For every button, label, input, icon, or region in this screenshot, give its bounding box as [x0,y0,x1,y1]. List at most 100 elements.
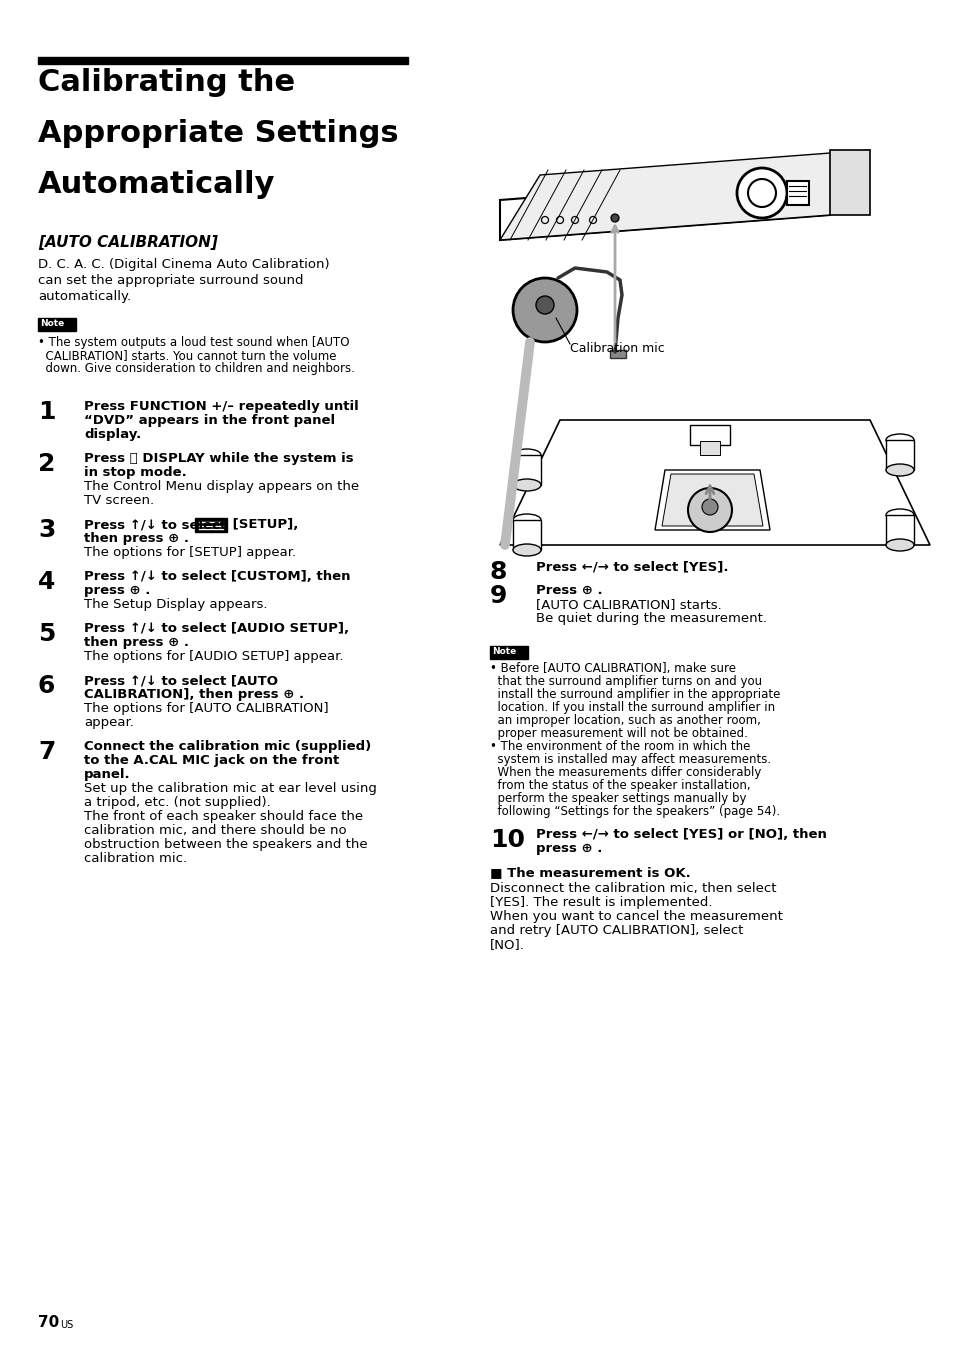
Text: When you want to cancel the measurement: When you want to cancel the measurement [490,910,782,923]
Text: The options for [AUDIO SETUP] appear.: The options for [AUDIO SETUP] appear. [84,650,343,662]
Text: down. Give consideration to children and neighbors.: down. Give consideration to children and… [38,362,355,375]
Text: 1: 1 [38,400,55,425]
Text: install the surround amplifier in the appropriate: install the surround amplifier in the ap… [490,688,780,700]
Ellipse shape [513,544,540,556]
Text: Press ↑/↓ to select [AUDIO SETUP],: Press ↑/↓ to select [AUDIO SETUP], [84,622,349,635]
Text: display.: display. [84,429,141,441]
Ellipse shape [885,508,913,521]
Text: 5: 5 [38,622,55,646]
Text: press ⊕ .: press ⊕ . [536,842,601,854]
Text: can set the appropriate surround sound: can set the appropriate surround sound [38,274,303,287]
Ellipse shape [513,479,540,491]
Bar [609,350,625,358]
Polygon shape [499,420,929,545]
Text: Press ↑/↓ to select [CUSTOM], then: Press ↑/↓ to select [CUSTOM], then [84,571,350,583]
Text: • The environment of the room in which the: • The environment of the room in which t… [490,740,750,753]
Bar [513,521,540,550]
Circle shape [737,168,786,218]
Text: TV screen.: TV screen. [84,493,154,507]
Text: 8: 8 [490,560,507,584]
Polygon shape [661,475,762,526]
Polygon shape [655,470,769,530]
Bar [513,456,540,485]
Text: “DVD” appears in the front panel: “DVD” appears in the front panel [84,414,335,427]
Text: Press ↑/↓ to select [AUTO: Press ↑/↓ to select [AUTO [84,675,277,687]
Text: [SETUP],: [SETUP], [228,518,298,531]
Text: following “Settings for the speakers” (page 54).: following “Settings for the speakers” (p… [490,804,780,818]
Text: press ⊕ .: press ⊕ . [84,584,151,598]
Text: proper measurement will not be obtained.: proper measurement will not be obtained. [490,727,747,740]
Text: Disconnect the calibration mic, then select: Disconnect the calibration mic, then sel… [490,882,776,895]
Text: • Before [AUTO CALIBRATION], make sure: • Before [AUTO CALIBRATION], make sure [490,662,735,675]
Text: calibration mic.: calibration mic. [84,852,187,865]
Text: • The system outputs a loud test sound when [AUTO: • The system outputs a loud test sound w… [38,337,349,349]
Text: D. C. A. C. (Digital Cinema Auto Calibration): D. C. A. C. (Digital Cinema Auto Calibra… [38,258,330,270]
Text: US: US [60,1320,73,1330]
Text: Note: Note [492,648,516,656]
Text: 4: 4 [38,571,55,594]
Text: [YES]. The result is implemented.: [YES]. The result is implemented. [490,896,712,909]
Text: then press ⊕ .: then press ⊕ . [84,635,189,649]
Bar [885,515,913,545]
Text: system is installed may affect measurements.: system is installed may affect measureme… [490,753,770,767]
Text: calibration mic, and there should be no: calibration mic, and there should be no [84,823,346,837]
Text: automatically.: automatically. [38,289,131,303]
Text: from the status of the speaker installation,: from the status of the speaker installat… [490,779,750,792]
Text: to the A.CAL MIC jack on the front: to the A.CAL MIC jack on the front [84,754,339,767]
Text: CALIBRATION], then press ⊕ .: CALIBRATION], then press ⊕ . [84,688,304,700]
Ellipse shape [885,434,913,446]
Text: Calibration mic: Calibration mic [569,342,664,356]
Circle shape [610,214,618,222]
Text: 2: 2 [38,452,55,476]
Text: The front of each speaker should face the: The front of each speaker should face th… [84,810,363,823]
Text: location. If you install the surround amplifier in: location. If you install the surround am… [490,700,774,714]
Text: 9: 9 [490,584,507,608]
Circle shape [536,296,554,314]
Text: Be quiet during the measurement.: Be quiet during the measurement. [536,612,766,625]
Polygon shape [499,150,869,241]
Text: [NO].: [NO]. [490,938,524,950]
Bar [700,441,720,456]
Circle shape [701,499,718,515]
Polygon shape [499,174,829,241]
Text: Press ⎕ DISPLAY while the system is: Press ⎕ DISPLAY while the system is [84,452,354,465]
Text: ■ The measurement is OK.: ■ The measurement is OK. [490,867,690,879]
Text: then press ⊕ .: then press ⊕ . [84,531,189,545]
Text: The Control Menu display appears on the: The Control Menu display appears on the [84,480,358,493]
Text: Automatically: Automatically [38,170,275,199]
Bar [786,181,808,206]
Text: Press ←/→ to select [YES].: Press ←/→ to select [YES]. [536,560,728,573]
Bar [829,150,869,215]
Text: Press ⊕ .: Press ⊕ . [536,584,602,598]
Text: a tripod, etc. (not supplied).: a tripod, etc. (not supplied). [84,796,271,808]
Text: 3: 3 [38,518,55,542]
Text: The Setup Display appears.: The Setup Display appears. [84,598,267,611]
Text: Appropriate Settings: Appropriate Settings [38,119,398,147]
Text: Set up the calibration mic at ear level using: Set up the calibration mic at ear level … [84,781,376,795]
Text: 10: 10 [490,827,524,852]
Text: The options for [SETUP] appear.: The options for [SETUP] appear. [84,546,295,558]
Text: Connect the calibration mic (supplied): Connect the calibration mic (supplied) [84,740,371,753]
Circle shape [513,279,577,342]
Text: When the measurements differ considerably: When the measurements differ considerabl… [490,767,760,779]
Text: [AUTO CALIBRATION]: [AUTO CALIBRATION] [38,235,217,250]
Ellipse shape [885,464,913,476]
Text: and retry [AUTO CALIBRATION], select: and retry [AUTO CALIBRATION], select [490,923,742,937]
Text: Press FUNCTION +/– repeatedly until: Press FUNCTION +/– repeatedly until [84,400,358,412]
Text: an improper location, such as another room,: an improper location, such as another ro… [490,714,760,727]
Bar [38,57,408,64]
Bar [194,518,227,531]
Ellipse shape [885,539,913,552]
Text: in stop mode.: in stop mode. [84,466,187,479]
Ellipse shape [513,449,540,461]
Text: [AUTO CALIBRATION] starts.: [AUTO CALIBRATION] starts. [536,598,721,611]
Text: appear.: appear. [84,717,133,729]
Bar [689,425,729,445]
Bar [490,646,527,658]
Circle shape [687,488,731,531]
Text: Press ↑/↓ to select: Press ↑/↓ to select [84,518,231,531]
Bar [38,318,76,331]
Text: 7: 7 [38,740,55,764]
Text: perform the speaker settings manually by: perform the speaker settings manually by [490,792,745,804]
Text: obstruction between the speakers and the: obstruction between the speakers and the [84,838,367,850]
